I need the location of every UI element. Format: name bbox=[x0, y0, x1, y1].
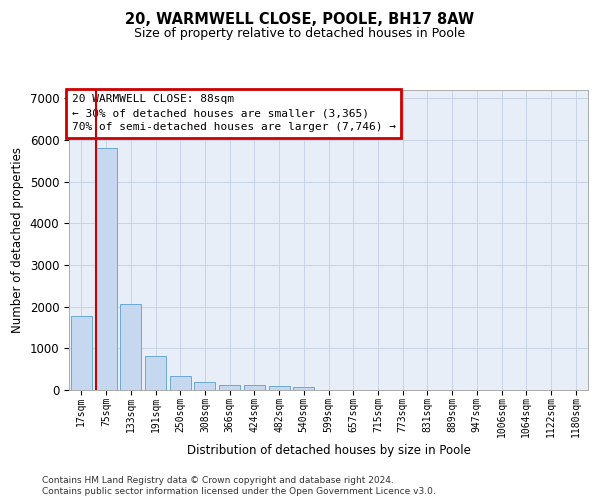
Text: Contains HM Land Registry data © Crown copyright and database right 2024.: Contains HM Land Registry data © Crown c… bbox=[42, 476, 394, 485]
Text: Contains public sector information licensed under the Open Government Licence v3: Contains public sector information licen… bbox=[42, 487, 436, 496]
Bar bbox=[170, 376, 191, 390]
Text: 20, WARMWELL CLOSE, POOLE, BH17 8AW: 20, WARMWELL CLOSE, POOLE, BH17 8AW bbox=[125, 12, 475, 28]
Bar bbox=[293, 386, 314, 390]
Bar bbox=[120, 304, 141, 390]
X-axis label: Distribution of detached houses by size in Poole: Distribution of detached houses by size … bbox=[187, 444, 470, 458]
Y-axis label: Number of detached properties: Number of detached properties bbox=[11, 147, 24, 333]
Bar bbox=[145, 356, 166, 390]
Bar bbox=[95, 148, 116, 390]
Bar bbox=[71, 316, 92, 390]
Bar bbox=[269, 386, 290, 390]
Bar bbox=[194, 382, 215, 390]
Bar bbox=[219, 385, 240, 390]
Text: 20 WARMWELL CLOSE: 88sqm
← 30% of detached houses are smaller (3,365)
70% of sem: 20 WARMWELL CLOSE: 88sqm ← 30% of detach… bbox=[71, 94, 395, 132]
Bar bbox=[244, 386, 265, 390]
Text: Size of property relative to detached houses in Poole: Size of property relative to detached ho… bbox=[134, 28, 466, 40]
